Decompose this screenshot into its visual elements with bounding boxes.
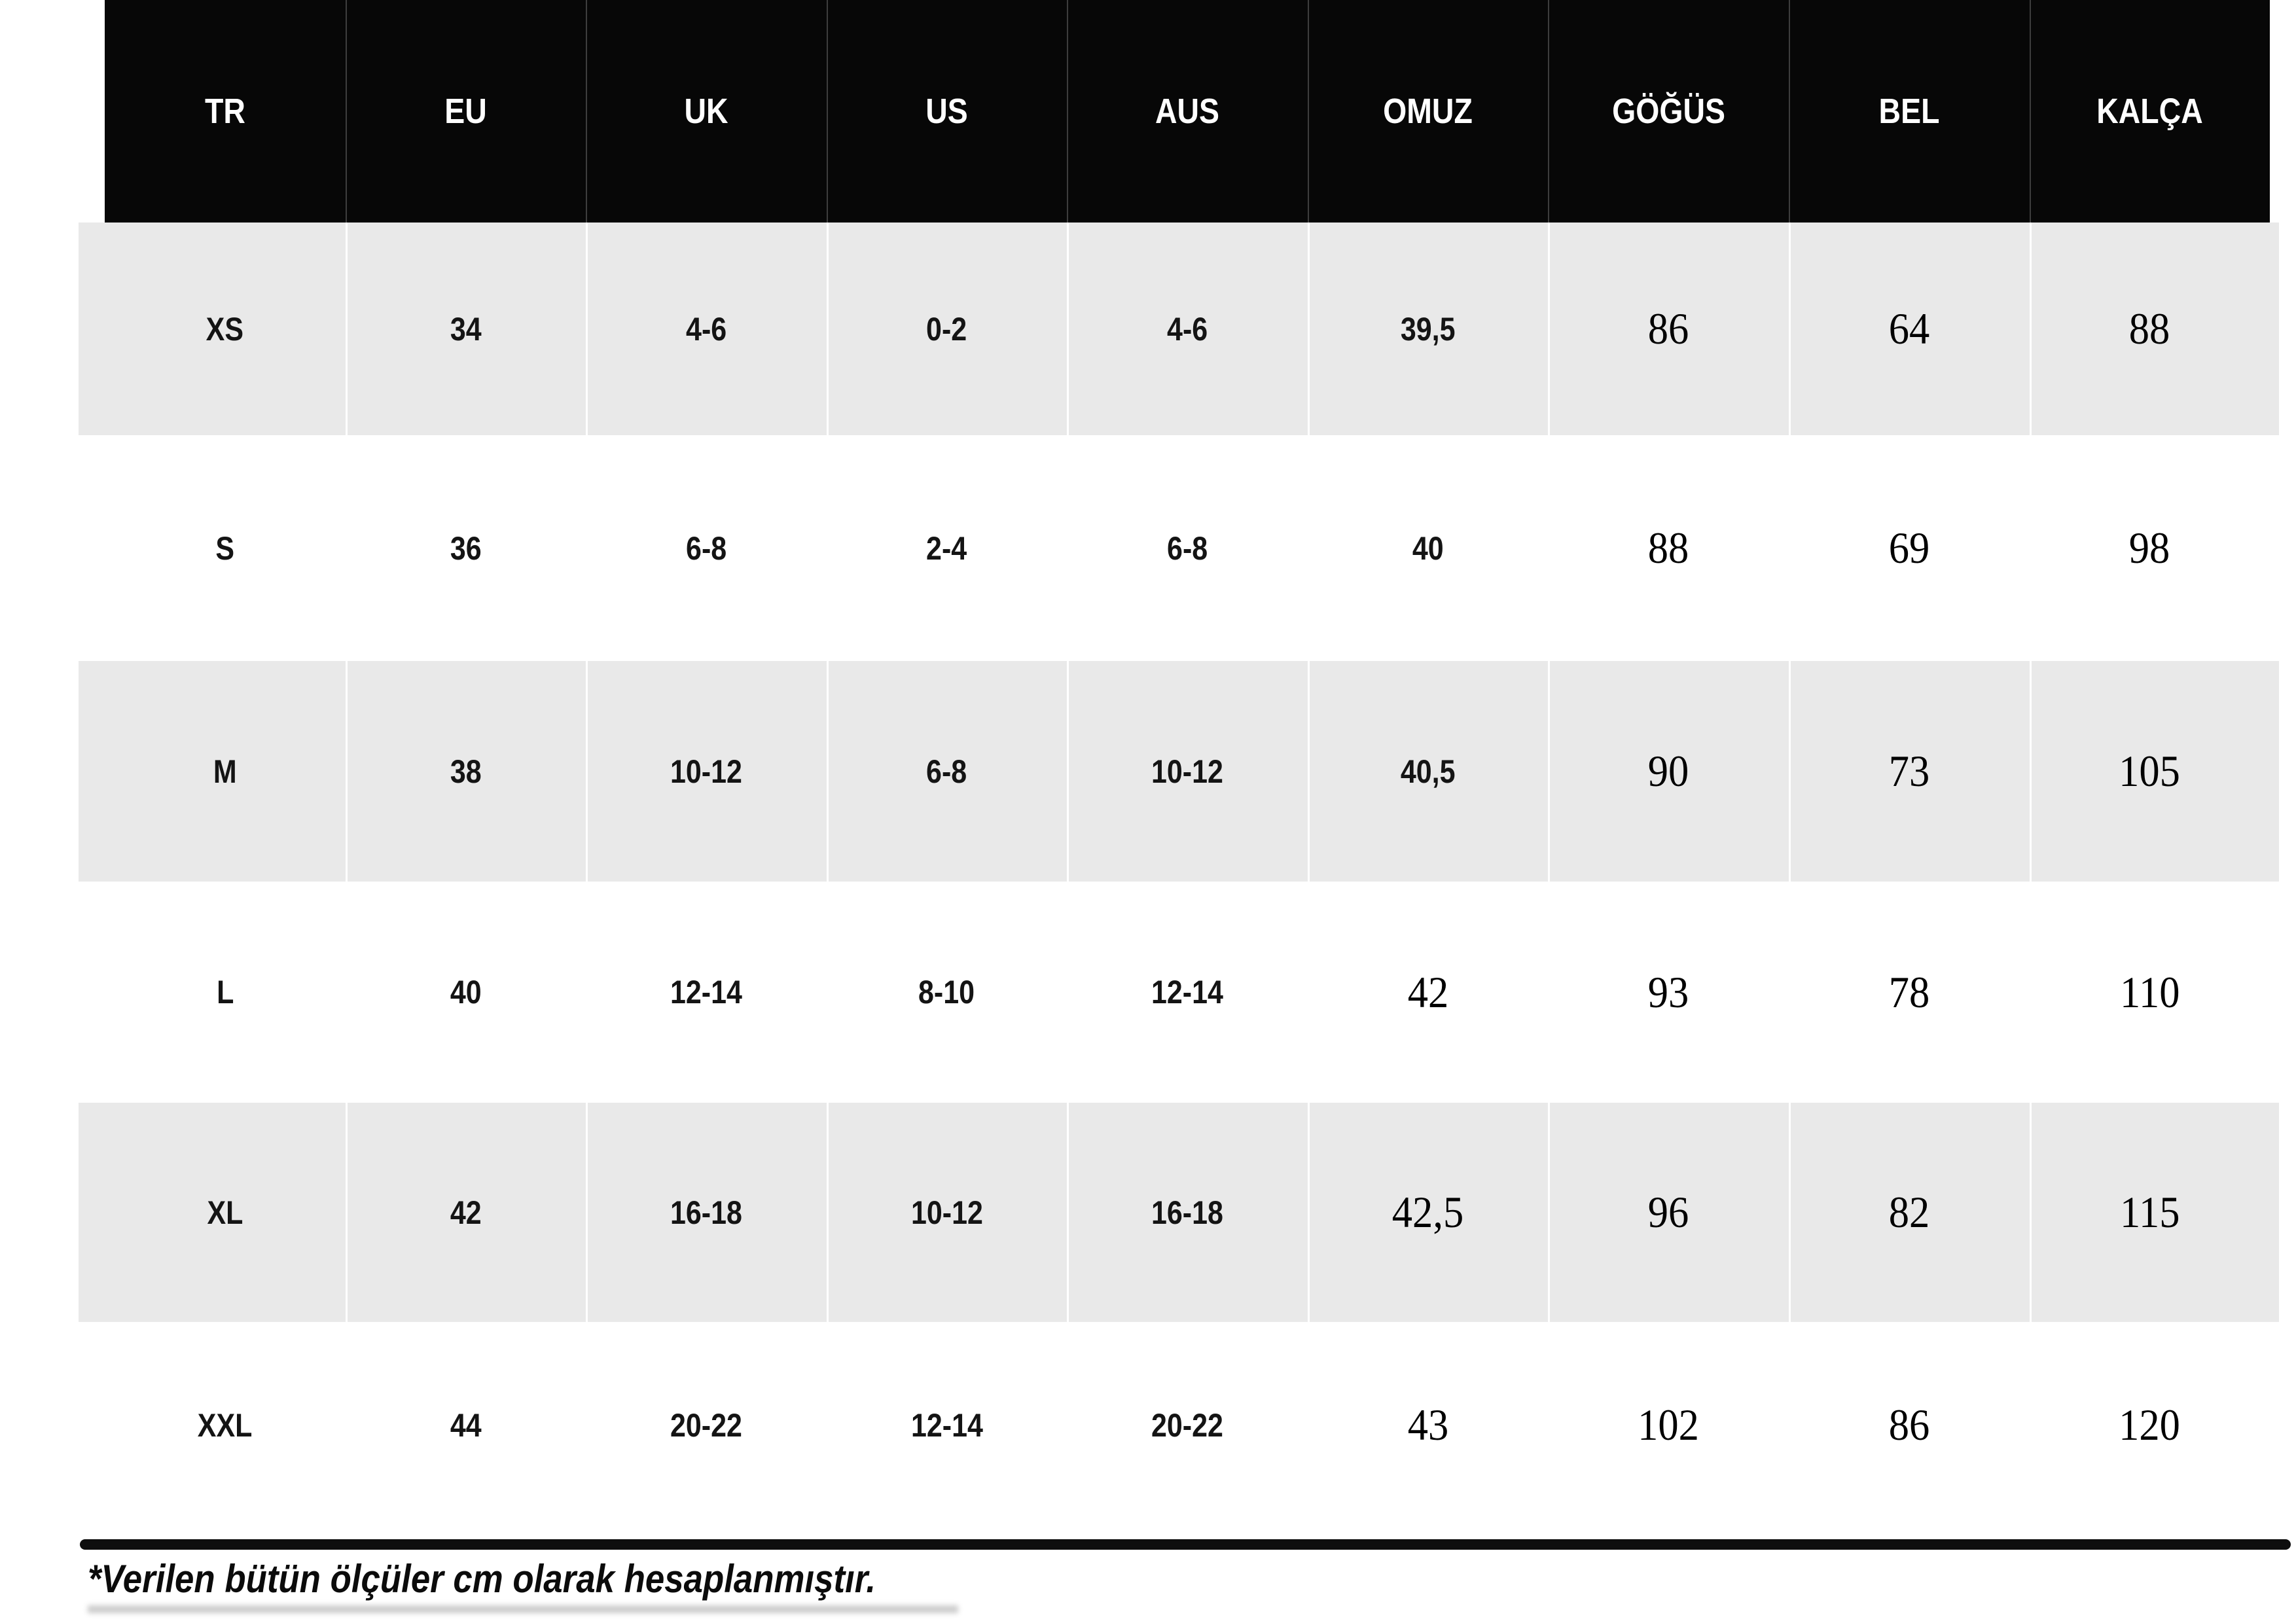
- table-cell: 88: [2129, 304, 2170, 353]
- footnote: *Verilen bütün ölçüler cm olarak hesapla…: [88, 1557, 876, 1601]
- column-header-label: GÖĞÜS: [1611, 92, 1725, 131]
- table-cell: 115: [2119, 1187, 2180, 1237]
- table-cell: 12-14: [670, 974, 742, 1010]
- column-header-gogus: GÖĞÜS: [1548, 0, 1789, 223]
- column-header-label: UK: [684, 92, 728, 131]
- column-header-omuz: OMUZ: [1308, 0, 1549, 223]
- size-label: M: [213, 753, 237, 790]
- table-cell: 93: [1647, 967, 1689, 1017]
- table-cell: 120: [2119, 1400, 2181, 1450]
- table-cell: 44: [450, 1406, 482, 1444]
- table-cell: 90: [1647, 746, 1689, 796]
- table-cell: 10-12: [670, 753, 742, 790]
- table-cell: 39,5: [1400, 310, 1456, 348]
- table-row-xxl: XXL 44 20-22 12-14 20-22 43 102 86 120: [79, 1322, 2279, 1528]
- table-cell: 4-6: [1166, 310, 1208, 348]
- table-cell: 78: [1888, 967, 1929, 1017]
- table-cell: 88: [1647, 523, 1689, 573]
- column-header-aus: AUS: [1067, 0, 1308, 223]
- table-cell: 2-4: [926, 529, 967, 567]
- column-header-label: OMUZ: [1383, 92, 1473, 131]
- column-header-tr: TR: [105, 0, 346, 223]
- column-header-bel: BEL: [1789, 0, 2030, 223]
- table-cell: 69: [1888, 523, 1929, 573]
- table-cell: 43: [1407, 1400, 1448, 1450]
- column-header-label: US: [925, 92, 968, 131]
- column-header-label: AUS: [1155, 92, 1220, 131]
- table-cell: 42,5: [1391, 1187, 1464, 1237]
- bottom-rule: [80, 1539, 2291, 1550]
- table-cell: 12-14: [910, 1406, 983, 1444]
- table-row-l: L 40 12-14 8-10 12-14 42 93 78 110: [79, 882, 2279, 1103]
- table-cell: 20-22: [1151, 1406, 1224, 1444]
- size-label: L: [216, 974, 234, 1010]
- column-header-eu: EU: [346, 0, 586, 223]
- size-label: XXL: [197, 1406, 253, 1444]
- table-cell: 36: [450, 529, 482, 567]
- table-cell: 20-22: [670, 1406, 742, 1444]
- table-cell: 42: [1407, 967, 1448, 1017]
- table-cell: 16-18: [670, 1194, 742, 1231]
- table-cell: 16-18: [1151, 1194, 1224, 1231]
- table-row-xl: XL 42 16-18 10-12 16-18 42,5 96 82 115: [79, 1103, 2279, 1322]
- table-cell: 8-10: [918, 974, 975, 1010]
- column-header-kalca: KALÇA: [2030, 0, 2270, 223]
- table-cell: 34: [450, 310, 482, 348]
- table-cell: 42: [450, 1194, 482, 1231]
- table-cell: 6-8: [685, 529, 726, 567]
- bottom-smudge-artifact: [88, 1605, 958, 1613]
- column-header-label: TR: [204, 92, 245, 131]
- column-header-label: KALÇA: [2096, 92, 2203, 131]
- table-cell: 73: [1888, 746, 1929, 796]
- table-cell: 40: [450, 974, 482, 1010]
- table-cell: 64: [1888, 304, 1929, 353]
- table-cell: 4-6: [685, 310, 726, 348]
- table-cell: 98: [2129, 523, 2170, 573]
- table-cell: 110: [2119, 967, 2180, 1017]
- table-cell: 105: [2119, 746, 2181, 796]
- table-cell: 0-2: [926, 310, 967, 348]
- column-header-uk: UK: [586, 0, 827, 223]
- table-cell: 10-12: [910, 1194, 983, 1231]
- table-row-s: S 36 6-8 2-4 6-8 40 88 69 98: [79, 435, 2279, 661]
- table-cell: 102: [1638, 1400, 1700, 1450]
- table-cell: 82: [1888, 1187, 1929, 1237]
- table-cell: 40,5: [1400, 753, 1456, 790]
- table-cell: 38: [450, 753, 482, 790]
- table-cell: 86: [1888, 1400, 1929, 1450]
- table-row-xs: XS 34 4-6 0-2 4-6 39,5 86 64 88: [79, 223, 2279, 435]
- column-header-label: BEL: [1878, 92, 1940, 131]
- table-cell: 40: [1412, 529, 1444, 567]
- size-label: S: [215, 529, 235, 567]
- size-label: XS: [206, 310, 244, 348]
- table-cell: 6-8: [926, 753, 967, 790]
- table-cell: 10-12: [1151, 753, 1224, 790]
- table-cell: 86: [1647, 304, 1689, 353]
- column-header-us: US: [827, 0, 1067, 223]
- size-label: XL: [207, 1194, 243, 1231]
- table-cell: 12-14: [1151, 974, 1224, 1010]
- table-row-m: M 38 10-12 6-8 10-12 40,5 90 73 105: [79, 661, 2279, 882]
- table-cell: 96: [1647, 1187, 1689, 1237]
- table-cell: 6-8: [1166, 529, 1208, 567]
- table-header-row: TR EU UK US AUS OMUZ GÖĞÜS BEL KALÇA: [105, 0, 2270, 223]
- column-header-label: EU: [444, 92, 487, 131]
